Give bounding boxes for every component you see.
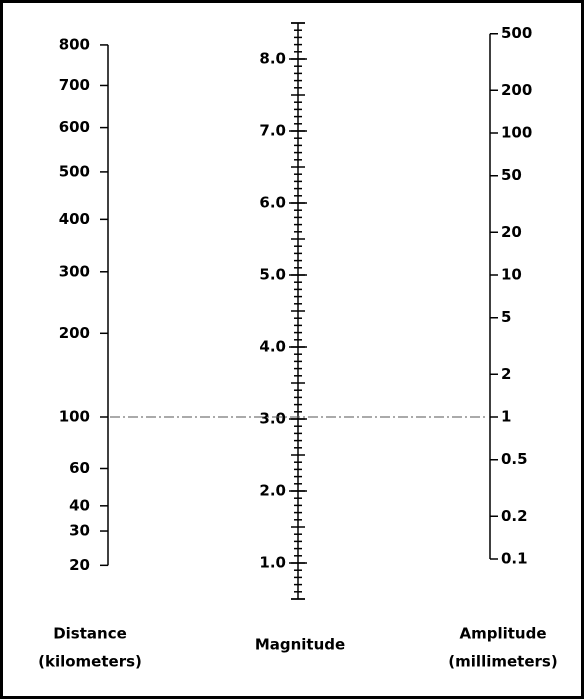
tick-label: 100 <box>501 124 532 142</box>
tick-label: 40 <box>69 496 90 514</box>
tick-label: 1 <box>501 408 511 426</box>
tick-label: 300 <box>59 262 90 280</box>
tick-label: 200 <box>59 324 90 342</box>
tick-label: 50 <box>501 166 522 184</box>
tick-label: 0.5 <box>501 450 528 468</box>
axis-unit: (millimeters) <box>448 653 557 671</box>
tick-label: 800 <box>59 35 90 53</box>
tick-label: 30 <box>69 522 90 540</box>
tick-label: 0.1 <box>501 550 528 568</box>
tick-label: 20 <box>69 556 90 574</box>
tick-label: 400 <box>59 210 90 228</box>
tick-label: 2 <box>501 365 511 383</box>
axis-title: Distance <box>53 625 127 643</box>
tick-label: 60 <box>69 459 90 477</box>
tick-label: 2.0 <box>259 482 286 500</box>
tick-label: 5 <box>501 308 511 326</box>
tick-label: 500 <box>501 24 532 42</box>
tick-label: 6.0 <box>259 194 286 212</box>
axis-unit: (kilometers) <box>38 653 142 671</box>
tick-label: 100 <box>59 408 90 426</box>
tick-label: 1.0 <box>259 554 286 572</box>
tick-label: 7.0 <box>259 122 286 140</box>
tick-label: 700 <box>59 76 90 94</box>
tick-label: 500 <box>59 162 90 180</box>
tick-label: 0.2 <box>501 507 528 525</box>
tick-label: 200 <box>501 81 532 99</box>
tick-label: 600 <box>59 118 90 136</box>
axis-title: Magnitude <box>255 636 345 654</box>
tick-label: 4.0 <box>259 338 286 356</box>
axis-title: Amplitude <box>459 625 546 643</box>
tick-label: 10 <box>501 266 522 284</box>
tick-label: 3.0 <box>259 410 286 428</box>
tick-label: 20 <box>501 223 522 241</box>
tick-label: 5.0 <box>259 266 286 284</box>
tick-label: 8.0 <box>259 50 286 68</box>
